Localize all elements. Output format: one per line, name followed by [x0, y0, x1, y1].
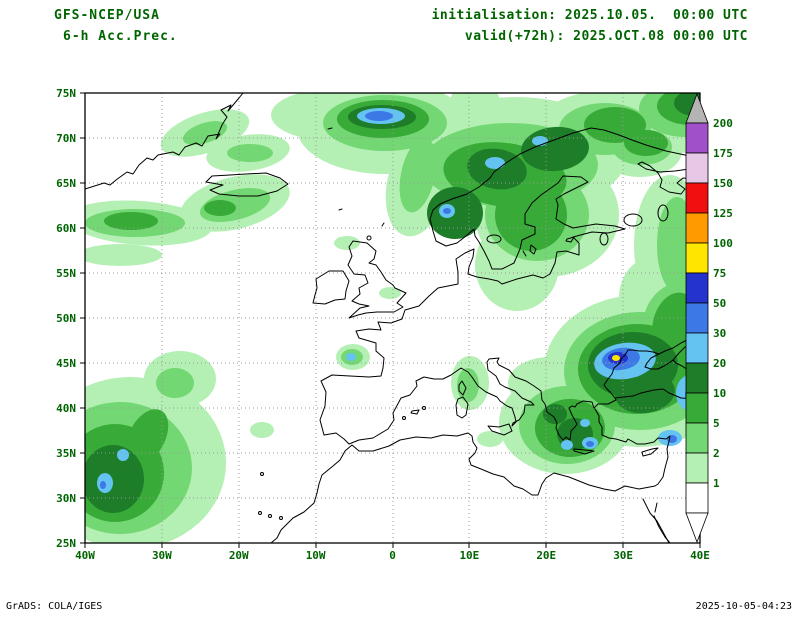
colorbar-label: 1: [713, 477, 720, 490]
lat-label: 75N: [56, 87, 76, 100]
lat-label: 65N: [56, 177, 76, 190]
valid-time-label: valid(+72h): 2025.OCT.08 00:00 UTC: [464, 29, 748, 44]
colorbar-label: 50: [713, 297, 726, 310]
lat-label: 70N: [56, 132, 76, 145]
longitude-axis: 40W 30W 20W 10W 0 10E 20E 30E 40E: [75, 549, 710, 565]
model-title: GFS-NCEP/USA: [54, 8, 160, 23]
lat-label: 50N: [56, 312, 76, 325]
colorbar-label: 5: [713, 417, 720, 430]
lat-label: 55N: [56, 267, 76, 280]
colorbar-label: 75: [713, 267, 726, 280]
lat-label: 45N: [56, 357, 76, 370]
lat-label: 30N: [56, 492, 76, 505]
colorbar-label: 125: [713, 207, 733, 220]
colorbar-label: 2: [713, 447, 720, 460]
lat-label: 25N: [56, 537, 76, 550]
colorbar-label: 30: [713, 327, 726, 340]
colorbar-label: 20: [713, 357, 726, 370]
creation-timestamp: 2025-10-05-04:23: [695, 601, 792, 612]
colorbar-label: 175: [713, 147, 733, 160]
grid-lines: [85, 93, 700, 543]
latitude-axis: 75N 70N 65N 60N 55N 50N 45N 40N 35N 30N 25N: [44, 87, 80, 550]
lat-label: 35N: [56, 447, 76, 460]
coastlines: [85, 93, 700, 543]
lon-label: 10E: [459, 549, 480, 562]
lon-label: 30W: [151, 549, 172, 562]
colorbar-legend: 200 175 150 125 100 75 50 30 20 10 5 2 1: [685, 92, 733, 544]
lon-label: 10W: [305, 549, 326, 562]
lon-label: 40E: [690, 549, 710, 562]
lon-label: 20W: [228, 549, 249, 562]
lat-label: 40N: [56, 402, 76, 415]
product-title: 6-h Acc.Prec.: [63, 29, 178, 44]
grads-credit: GrADS: COLA/IGES: [6, 601, 103, 612]
init-time-label: initialisation: 2025.10.05. 00:00 UTC: [431, 8, 748, 23]
lon-label: 30E: [613, 549, 634, 562]
lon-label: 20E: [536, 549, 557, 562]
lat-label: 60N: [56, 222, 76, 235]
lon-label: 0: [389, 549, 396, 562]
colorbar-label: 100: [713, 237, 733, 250]
colorbar-label: 200: [713, 117, 733, 130]
colorbar-label: 10: [713, 387, 726, 400]
lon-label: 40W: [75, 549, 95, 562]
map-area: [80, 92, 701, 548]
colorbar-label: 150: [713, 177, 733, 190]
